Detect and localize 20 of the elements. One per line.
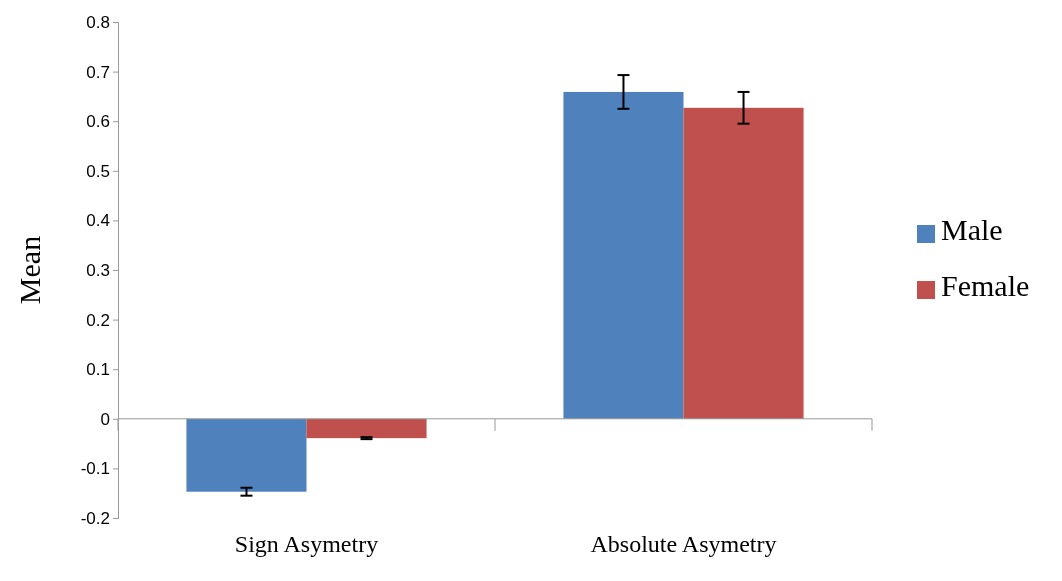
y-tick-label: 0.5 — [86, 161, 110, 181]
y-tick-label: 0.4 — [86, 211, 110, 231]
y-tick-label: 0.8 — [86, 12, 110, 32]
y-tick-label: 0.2 — [86, 310, 110, 330]
x-tick-label: Absolute Asymetry — [590, 531, 777, 558]
y-tick-label: 0.7 — [86, 62, 110, 82]
legend-label: Female — [941, 269, 1030, 302]
y-tick-label: 0.1 — [86, 360, 110, 380]
y-tick-label: 0.6 — [86, 112, 110, 132]
bar — [186, 418, 307, 492]
bar — [563, 91, 684, 419]
x-tick-label: Sign Asymetry — [234, 531, 379, 558]
y-tick-label: 0.3 — [86, 260, 110, 280]
y-tick-label: 0 — [100, 409, 110, 429]
y-tick-label: -0.1 — [80, 459, 110, 479]
bar — [683, 107, 804, 419]
bar — [306, 418, 427, 439]
y-tick-label: -0.2 — [80, 508, 110, 528]
legend-label: Male — [941, 213, 1003, 246]
y-axis-title: Mean — [13, 235, 46, 305]
